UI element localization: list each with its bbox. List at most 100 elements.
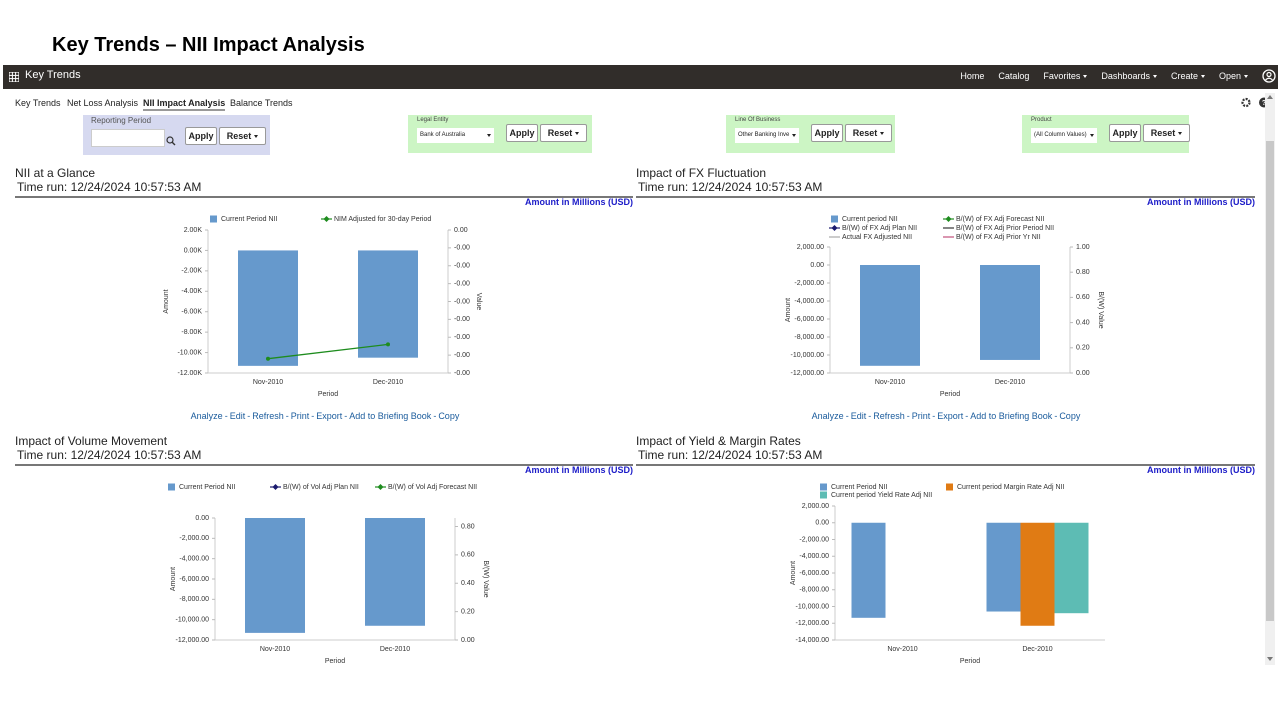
y-tick-label: -6,000.00 <box>799 570 829 577</box>
legend-label: B/(W) of FX Adj Prior Yr NII <box>956 234 1041 241</box>
action-link[interactable]: Export <box>937 411 964 421</box>
chart: 0.00 -2,000.00 -4,000.00 -6,000.00 -8,000.00… <box>168 483 489 665</box>
legend-label: Current period Yield Rate Adj NII <box>831 492 932 499</box>
apply-button[interactable]: Apply <box>185 127 217 145</box>
filter-select[interactable]: (All Column Values) <box>1031 128 1097 143</box>
separator: - <box>845 411 849 421</box>
y-tick-label: -2,000.00 <box>794 280 824 287</box>
y-tick-label: -4,000.00 <box>179 556 209 563</box>
y2-tick-label: 0.60 <box>461 552 475 559</box>
y2-tick-label: -0.00 <box>454 352 470 359</box>
y2-tick-label: 0.60 <box>1076 294 1090 301</box>
unit-note: Amount in Millions (USD) <box>1147 465 1255 475</box>
scrollbar[interactable] <box>1265 93 1275 665</box>
grid-icon[interactable] <box>9 72 19 82</box>
y2-tick-label: 0.80 <box>461 523 475 530</box>
y-axis-label: Amount <box>163 289 170 313</box>
action-link[interactable]: Add to Briefing Book <box>970 411 1053 421</box>
y2-axis-label: Value <box>475 293 482 310</box>
filter-select[interactable]: Bank of Australia <box>417 128 494 143</box>
y-tick-label: -10,000.00 <box>791 352 825 359</box>
search-icon-lens <box>166 136 174 144</box>
search-icon[interactable] <box>166 136 176 146</box>
actions: Analyze - Edit - Refresh - Print - Export - Add to… <box>636 411 1256 421</box>
tab[interactable]: Key Trends <box>15 98 61 108</box>
action-link[interactable]: Refresh <box>873 411 905 421</box>
filter-input[interactable] <box>91 129 165 147</box>
help-icon-glyph: ? <box>1262 100 1266 107</box>
caret <box>1200 75 1205 79</box>
panel-title: Impact of Volume Movement <box>15 434 168 448</box>
legend-swatch <box>210 215 217 223</box>
filter-select[interactable]: Other Banking Inve <box>735 128 799 143</box>
nav-link[interactable]: Create <box>1171 71 1205 81</box>
filter-value: (All Column Values) <box>1034 132 1087 138</box>
scroll-down[interactable] <box>1267 657 1273 661</box>
scrollbar-thumb[interactable] <box>1266 141 1274 621</box>
y2-tick-label: -0.00 <box>454 298 470 305</box>
user-icon-body <box>1265 77 1273 81</box>
action-link[interactable]: Refresh <box>252 411 284 421</box>
y2-tick-label: -0.00 <box>454 263 470 270</box>
settings-icon[interactable] <box>1241 97 1251 108</box>
nav-link[interactable]: Dashboards <box>1101 71 1157 81</box>
action-link[interactable]: Copy <box>1059 411 1081 421</box>
legend-label: Current Period NII <box>179 484 235 491</box>
separator: - <box>224 411 228 421</box>
x-tick-label: Dec-2010 <box>373 379 403 386</box>
y-tick-label: -2,000.00 <box>799 536 829 543</box>
y-tick-label: -10.00K <box>177 349 202 356</box>
chart: 2,000.00 0.00 -2,000.00 -4,000.00 -6,000.00 -… <box>790 483 1105 665</box>
action-link[interactable]: Analyze <box>811 411 844 421</box>
apply-button[interactable]: Apply <box>1109 124 1141 142</box>
y2-tick-label: 0.00 <box>461 637 475 644</box>
action-link[interactable]: Edit <box>229 411 246 421</box>
action-link[interactable]: Analyze <box>190 411 223 421</box>
reset-button[interactable]: Reset <box>540 124 587 142</box>
separator: - <box>906 411 910 421</box>
separator: - <box>868 411 872 421</box>
y-tick-label: 0.00 <box>195 515 209 522</box>
time-run: Time run: 12/24/2024 10:57:53 AM <box>17 180 202 194</box>
tab[interactable]: Net Loss Analysis <box>67 98 139 108</box>
y2-tick-label: 0.20 <box>461 608 475 615</box>
user-icon[interactable] <box>1262 69 1276 83</box>
filter-label: Reporting Period <box>91 116 152 125</box>
nav-link[interactable]: Open <box>1219 71 1248 81</box>
legend-swatch <box>946 483 953 491</box>
nav-link[interactable]: Favorites <box>1043 71 1088 81</box>
legend-swatch <box>820 491 827 499</box>
nav-link[interactable]: Home <box>960 71 985 81</box>
reset-button[interactable]: Reset <box>845 124 892 142</box>
reset-button[interactable]: Reset <box>1143 124 1190 142</box>
legend-label: Actual FX Adjusted NII <box>842 234 912 241</box>
action-link[interactable]: Print <box>290 411 310 421</box>
apply-button[interactable]: Apply <box>506 124 538 142</box>
tab[interactable]: Balance Trends <box>230 98 293 108</box>
filter-value: Other Banking Inve <box>738 132 790 138</box>
separator: - <box>433 411 437 421</box>
nav-link[interactable]: Catalog <box>998 71 1030 81</box>
action-link[interactable]: Edit <box>850 411 867 421</box>
x-tick-label: Nov-2010 <box>875 379 905 386</box>
action-link[interactable]: Add to Briefing Book <box>349 411 432 421</box>
bar <box>365 518 425 626</box>
action-link[interactable]: Copy <box>438 411 460 421</box>
separator: - <box>932 411 936 421</box>
action-link[interactable]: Export <box>316 411 343 421</box>
unit-note: Amount in Millions (USD) <box>1147 197 1255 207</box>
x-axis-label: Period <box>325 658 345 665</box>
bar <box>238 250 298 366</box>
user-icon-head <box>1266 71 1272 78</box>
apply-button[interactable]: Apply <box>811 124 843 142</box>
app-name[interactable]: Key Trends <box>25 69 81 81</box>
separator: - <box>344 411 348 421</box>
reset-button[interactable]: Reset <box>219 127 266 145</box>
action-link[interactable]: Print <box>911 411 931 421</box>
tab[interactable]: NII Impact Analysis <box>143 98 226 111</box>
y-tick-label: -14,000.00 <box>796 637 830 644</box>
scroll-up[interactable] <box>1267 95 1273 99</box>
y-tick-label: -8,000.00 <box>794 334 824 341</box>
filter-box: Legal Entity Bank of Australia Apply Reset <box>408 115 592 153</box>
